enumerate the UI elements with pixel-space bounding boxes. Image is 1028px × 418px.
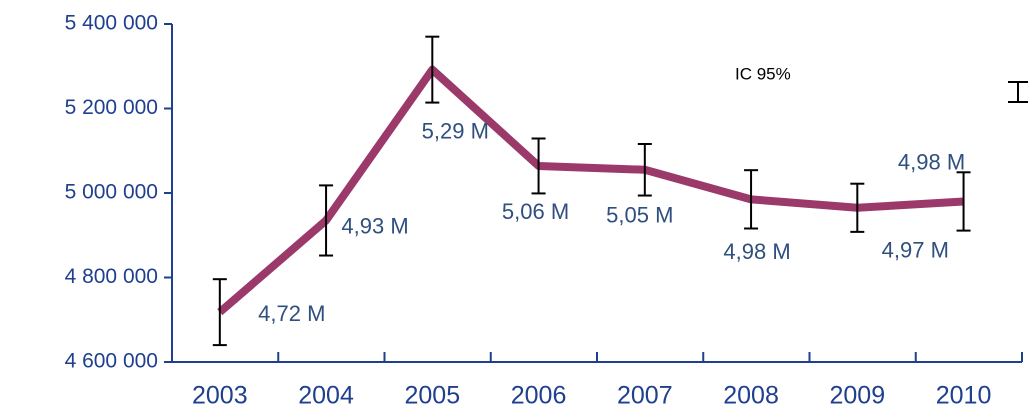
legend-symbol: [1008, 81, 1028, 103]
y-tick-label: 5 200 000: [65, 96, 158, 119]
x-tick-label: 2006: [511, 382, 567, 410]
data-label: 5,05 M: [606, 203, 673, 228]
x-tick-label: 2003: [192, 382, 248, 410]
x-tick-label: 2004: [298, 382, 354, 410]
data-label: 4,93 M: [341, 213, 408, 238]
data-label: 4,72 M: [258, 301, 325, 326]
data-label: 5,06 M: [502, 199, 569, 224]
x-tick-label: 2008: [723, 382, 779, 410]
y-tick-label: 4 800 000: [65, 265, 158, 288]
x-tick-label: 2007: [617, 382, 673, 410]
line: [217, 65, 964, 316]
data-label: 4,97 M: [882, 238, 949, 263]
y-tick-label: 5 000 000: [65, 181, 158, 204]
data-label: 5,29 M: [422, 118, 489, 143]
x-tick-label: 2005: [405, 382, 461, 410]
x-tick-label: 2009: [830, 382, 886, 410]
legend-label: IC 95%: [735, 64, 791, 83]
data-label: 4,98 M: [898, 149, 965, 174]
data-label: 4,98 M: [723, 239, 790, 264]
x-tick-label: 2010: [936, 382, 992, 410]
y-tick-label: 4 600 000: [65, 350, 158, 373]
y-tick-label: 5 400 000: [65, 12, 158, 35]
